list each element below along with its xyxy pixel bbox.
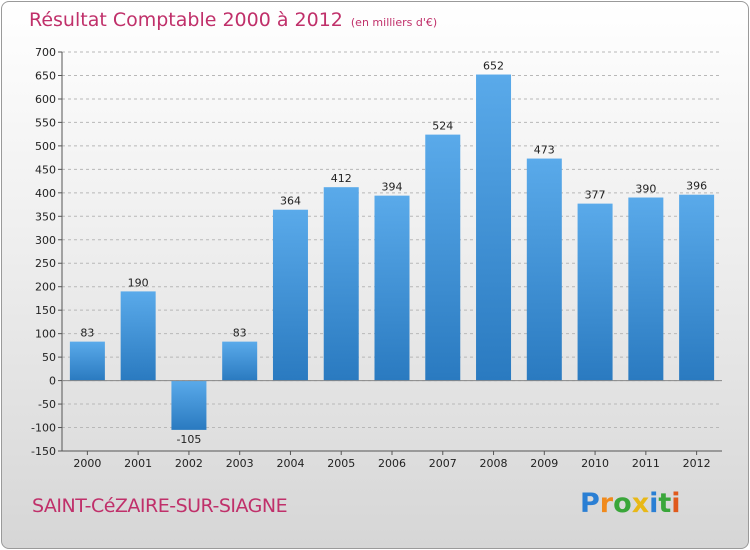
bars <box>69 74 715 430</box>
x-tick-label: 2012 <box>683 457 711 470</box>
bar <box>272 209 308 381</box>
data-label: 524 <box>432 120 453 133</box>
bar <box>171 380 207 430</box>
y-tick-label: -150 <box>31 445 56 458</box>
bar <box>69 341 105 381</box>
y-tick-label: 50 <box>42 351 56 364</box>
y-tick-label: 100 <box>35 328 56 341</box>
x-tick-label: 2008 <box>480 457 508 470</box>
chart-title: Résultat Comptable 2000 à 2012 <box>29 9 343 31</box>
x-tick-label: 2001 <box>124 457 152 470</box>
x-tick-label: 2006 <box>378 457 406 470</box>
x-tick-label: 2000 <box>73 457 101 470</box>
y-tick-label: -50 <box>38 398 56 411</box>
data-label: 364 <box>280 195 301 208</box>
x-tick-label: 2010 <box>581 457 609 470</box>
x-tick-label: 2002 <box>175 457 203 470</box>
data-label: 83 <box>233 327 247 340</box>
data-label: -105 <box>176 433 201 446</box>
chart-subtitle: (en milliers d'€) <box>350 16 438 29</box>
y-tick-label: 300 <box>35 234 56 247</box>
y-tick-label: 150 <box>35 304 56 317</box>
y-tick-label: 550 <box>35 116 56 129</box>
y-tick-label: 400 <box>35 187 56 200</box>
y-tick-label: 350 <box>35 210 56 223</box>
data-label: 390 <box>635 183 656 196</box>
bar <box>323 187 359 381</box>
logo-letter: i <box>671 488 681 519</box>
bar <box>577 203 613 381</box>
bar <box>120 291 156 381</box>
city-name: SAINT-CéZAIRE-SUR-SIAGNE <box>32 495 288 517</box>
x-tick-label: 2007 <box>429 457 457 470</box>
y-tick-label: -100 <box>31 422 56 435</box>
proxiti-logo: Proxiti <box>580 488 681 519</box>
data-label: 412 <box>331 172 352 185</box>
y-tick-label: 450 <box>35 163 56 176</box>
data-label: 473 <box>534 144 555 157</box>
bar <box>628 197 664 381</box>
bar <box>425 134 461 381</box>
bar <box>526 158 562 381</box>
x-tick-label: 2004 <box>276 457 304 470</box>
logo-letter: r <box>599 488 614 519</box>
y-tick-label: 250 <box>35 257 56 270</box>
logo-letter: i <box>649 488 659 519</box>
y-tick-label: 500 <box>35 140 56 153</box>
bar <box>476 74 512 381</box>
x-tick-label: 2011 <box>632 457 660 470</box>
x-tick-label: 2009 <box>530 457 558 470</box>
y-axis-ticks: -150 -100 -50 0 50 100 150 200 250 300 350 400 450 50… <box>31 46 62 458</box>
data-label: 394 <box>382 181 403 194</box>
logo-letter: P <box>580 488 600 519</box>
data-label: 83 <box>80 327 94 340</box>
y-tick-label: 0 <box>49 375 56 388</box>
y-tick-label: 700 <box>35 46 56 59</box>
logo-letter: t <box>658 488 672 519</box>
chart-title-block: Résultat Comptable 2000 à 2012 (en millie… <box>29 9 437 31</box>
y-tick-label: 650 <box>35 69 56 82</box>
data-label: 190 <box>128 276 149 289</box>
x-tick-label: 2003 <box>226 457 254 470</box>
y-tick-label: 200 <box>35 281 56 294</box>
logo-letter: o <box>613 488 632 519</box>
bar <box>222 341 258 381</box>
y-tick-label: 600 <box>35 93 56 106</box>
data-label: 652 <box>483 60 504 73</box>
bar <box>679 194 715 381</box>
data-label: 377 <box>585 189 606 202</box>
x-axis-ticks: 2000 2001 2002 2003 2004 2005 2006 2007 2008 2009… <box>73 451 711 470</box>
bar <box>374 195 410 381</box>
data-labels: 83 190 -105 83 364 412 394 524 652 473 377 390 396 <box>80 60 707 446</box>
data-label: 396 <box>686 180 707 193</box>
x-tick-label: 2005 <box>327 457 355 470</box>
logo-letter: x <box>631 488 650 519</box>
